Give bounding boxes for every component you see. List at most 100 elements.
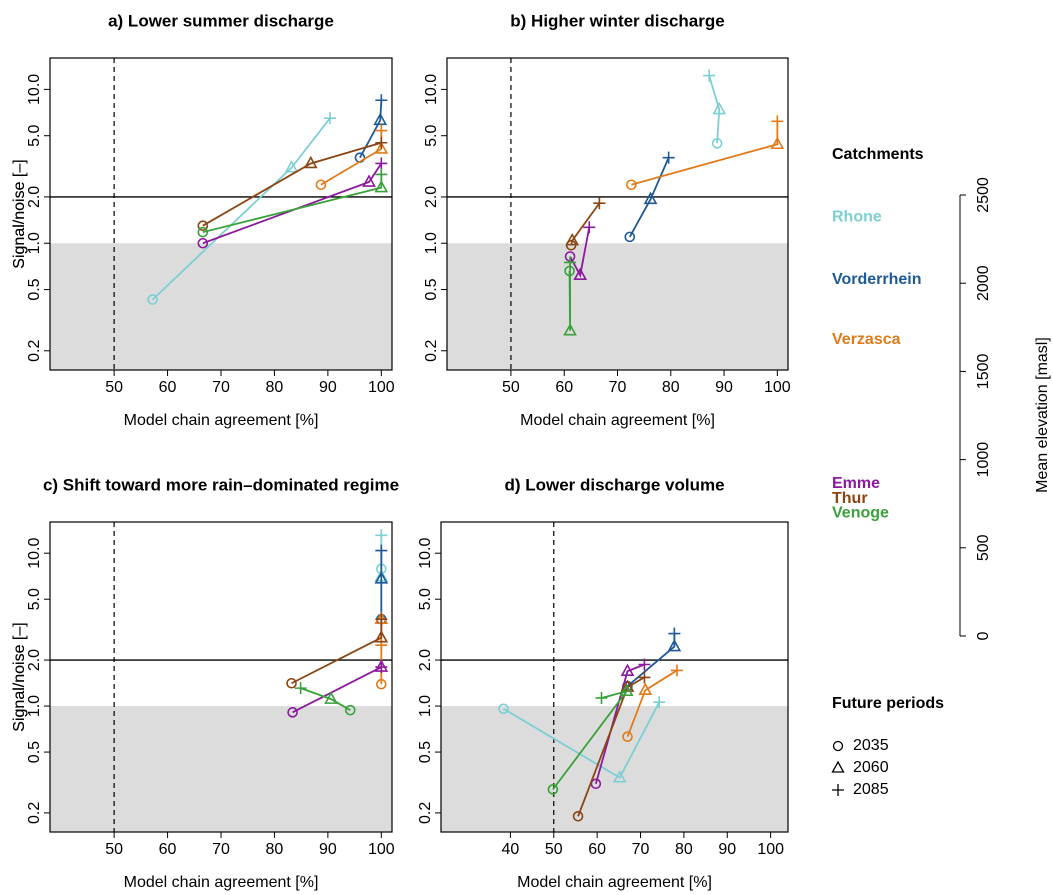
- marker-plus: [375, 544, 388, 557]
- series-line: [568, 262, 571, 331]
- marker-triangle: [638, 682, 653, 695]
- series-line: [291, 619, 383, 685]
- elevation-tick-label: 500: [975, 534, 992, 561]
- marker-triangle: [374, 141, 389, 154]
- elevation-tick-label: 0: [975, 631, 992, 640]
- marker-plus: [294, 682, 307, 695]
- y-tick-label: 2.0: [417, 649, 434, 671]
- x-tick-label: 100: [368, 379, 395, 396]
- panel-title: d) Lower discharge volume: [504, 475, 724, 494]
- y-axis-label: Signal/noise [–]: [11, 622, 28, 731]
- marker-plus: [375, 136, 388, 149]
- y-axis-label: Signal/noise [–]: [11, 622, 28, 731]
- x-tick-label: 50: [545, 841, 563, 858]
- marker-circle: [197, 237, 209, 249]
- y-tick-label: 10.0: [26, 74, 43, 105]
- marker-plus: [375, 613, 388, 626]
- y-tick-label: 5.0: [423, 124, 440, 146]
- series-line: [708, 75, 721, 144]
- x-tick-label: 100: [368, 841, 395, 858]
- marker-triangle: [831, 760, 845, 773]
- marker-triangle: [324, 691, 338, 704]
- x-tick-label: 90: [718, 841, 736, 858]
- marker-circle: [626, 179, 637, 191]
- marker-plus: [832, 784, 844, 796]
- y-tick-label: 0.2: [423, 340, 440, 362]
- marker-triangle: [612, 770, 627, 783]
- series-line: [631, 121, 779, 186]
- elevation-tick-label: 2000: [975, 265, 992, 301]
- marker-plus: [595, 691, 608, 704]
- series-line: [202, 141, 382, 227]
- elevation-tick-label: 1000: [975, 442, 992, 478]
- marker-plus: [375, 94, 388, 107]
- marker-circle: [832, 740, 844, 752]
- x-tick-label: 60: [159, 841, 177, 858]
- series-line: [151, 117, 331, 301]
- series-line: [320, 130, 383, 186]
- marker-plus: [375, 661, 388, 674]
- legend-label: Vorderrhein: [832, 271, 922, 288]
- y-tick-label: 5.0: [417, 588, 434, 610]
- y-tick-label: 0.5: [26, 741, 43, 763]
- x-tick-label: 70: [212, 841, 230, 858]
- marker-circle: [197, 226, 209, 238]
- marker-plus: [375, 168, 388, 181]
- marker-plus: [703, 69, 716, 82]
- y-tick-label: 0.2: [417, 802, 434, 824]
- marker-plus: [375, 157, 388, 170]
- marker-plus: [662, 151, 675, 164]
- marker-triangle: [362, 174, 376, 187]
- plot-frame: [440, 521, 789, 833]
- y-tick-label: 2.0: [423, 186, 440, 208]
- x-tick-label: 100: [764, 379, 791, 396]
- period-label: 2060: [853, 759, 889, 776]
- x-axis-label: Model chain agreement [%]: [124, 412, 319, 429]
- x-tick-label: 60: [588, 841, 606, 858]
- x-tick-label: 40: [502, 841, 520, 858]
- marker-triangle: [573, 267, 588, 280]
- noise-band: [50, 706, 392, 832]
- marker-triangle: [373, 112, 388, 126]
- legend-label: Venoge: [832, 504, 889, 521]
- legend-title: Catchments: [832, 146, 924, 163]
- series-line: [300, 687, 351, 711]
- marker-triangle: [284, 159, 299, 173]
- elevation-tick-label: 1500: [975, 354, 992, 390]
- x-tick-label: 80: [675, 841, 693, 858]
- marker-circle: [286, 677, 297, 689]
- x-tick-label: 100: [757, 841, 784, 858]
- marker-triangle: [620, 663, 635, 677]
- x-tick-label: 70: [212, 379, 230, 396]
- y-tick-label: 5.0: [26, 124, 43, 146]
- marker-triangle: [667, 638, 682, 652]
- noise-band: [447, 243, 788, 370]
- y-tick-label: 1.0: [423, 232, 440, 254]
- series-line: [594, 663, 645, 785]
- period-label: 2035: [853, 737, 889, 754]
- marker-circle: [287, 707, 298, 718]
- x-tick-label: 80: [266, 379, 284, 396]
- marker-plus: [593, 197, 606, 210]
- marker-circle: [572, 811, 584, 822]
- marker-plus: [653, 696, 666, 709]
- marker-plus: [583, 221, 596, 234]
- y-tick-label: 0.5: [423, 278, 440, 300]
- marker-triangle: [643, 191, 658, 205]
- y-axis-label: Signal/noise [–]: [11, 159, 28, 268]
- x-axis-label: Model chain agreement [%]: [517, 874, 712, 891]
- series-line: [202, 174, 383, 234]
- x-tick-label: 70: [632, 841, 650, 858]
- series-line: [292, 666, 382, 714]
- marker-plus: [668, 627, 681, 640]
- marker-plus: [324, 112, 337, 125]
- marker-triangle: [619, 683, 634, 697]
- y-tick-label: 0.5: [26, 278, 43, 300]
- y-tick-label: 1.0: [26, 232, 43, 254]
- x-tick-label: 90: [319, 841, 337, 858]
- marker-triangle: [374, 630, 389, 643]
- series-line: [628, 157, 670, 238]
- marker-triangle: [374, 571, 389, 584]
- x-tick-label: 50: [502, 379, 520, 396]
- panel-title: b) Higher winter discharge: [510, 11, 724, 30]
